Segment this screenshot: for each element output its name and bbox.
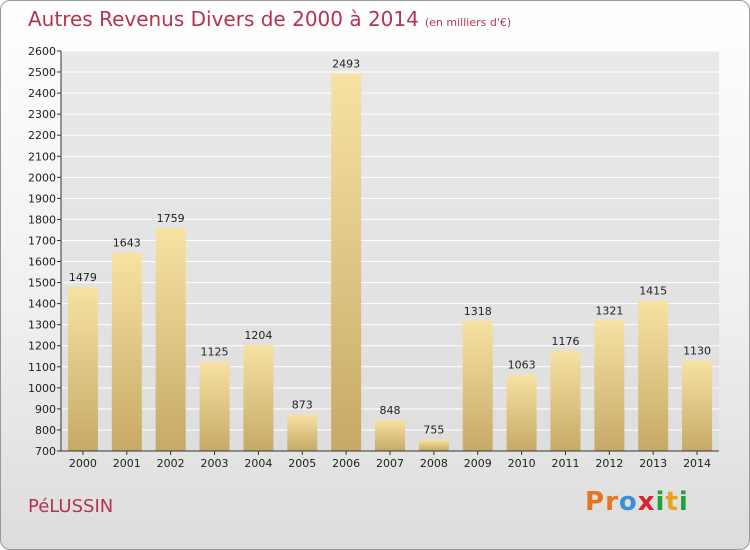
data-label: 1204 [244,329,272,342]
x-tick-label: 2014 [683,457,711,470]
data-label: 2493 [332,58,360,71]
y-tick-label: 1300 [28,319,56,332]
logo-letter: x [637,487,656,517]
x-tick-label: 2006 [332,457,360,470]
logo-letter: o [618,487,638,517]
bar [155,228,186,451]
bar [287,414,318,451]
y-tick-label: 1600 [28,256,56,269]
data-label: 1759 [157,212,185,225]
x-tick-label: 2013 [639,457,667,470]
y-tick-label: 1500 [28,277,56,290]
x-tick-label: 2005 [288,457,316,470]
bar [418,439,449,451]
logo-letter: t [665,487,679,517]
data-label: 1479 [69,271,97,284]
bar [199,361,230,451]
bar [331,73,362,452]
y-tick-label: 1800 [28,213,56,226]
commune-name: PéLUSSIN [28,496,114,517]
bar [638,300,669,451]
y-tick-label: 1000 [28,382,56,395]
x-tick-label: 2004 [244,457,272,470]
y-tick-label: 2100 [28,150,56,163]
data-label: 848 [380,404,401,417]
x-tick-label: 2000 [69,457,97,470]
logo-letter: i [678,487,689,517]
y-tick-label: 2000 [28,171,56,184]
data-label: 755 [423,423,444,436]
y-tick-label: 1900 [28,192,56,205]
x-tick-label: 2007 [376,457,404,470]
x-tick-label: 2009 [464,457,492,470]
y-tick-label: 900 [35,403,56,416]
bar [67,287,98,451]
y-tick-label: 2500 [28,66,56,79]
x-tick-label: 2003 [201,457,229,470]
data-label: 1415 [639,284,667,297]
y-tick-label: 700 [35,445,56,458]
bar [594,320,625,451]
y-tick-label: 1100 [28,361,56,374]
bar [111,252,142,451]
y-tick-label: 2400 [28,87,56,100]
bar [375,419,405,451]
y-tick-label: 2300 [28,108,56,121]
x-tick-label: 2012 [595,457,623,470]
y-tick-label: 2600 [28,45,56,58]
chart-title-main: Autres Revenus Divers de 2000 à 2014 [28,7,419,31]
logo-letter: r [605,487,619,517]
bar [550,350,581,451]
data-label: 873 [292,399,313,412]
bar [462,320,493,451]
data-label: 1063 [508,359,536,372]
data-label: 1321 [595,304,623,317]
data-label: 1130 [683,344,711,357]
bar [506,374,537,451]
x-tick-label: 2008 [420,457,448,470]
bar [682,360,713,451]
x-tick-label: 2002 [157,457,185,470]
x-tick-label: 2011 [551,457,579,470]
data-label: 1176 [551,335,579,348]
chart-title: Autres Revenus Divers de 2000 à 2014 (en … [28,7,511,31]
y-tick-label: 800 [35,424,56,437]
bar [243,344,274,451]
chart-subtitle: (en milliers d'€) [424,16,512,29]
x-tick-label: 2001 [113,457,141,470]
y-tick-label: 1200 [28,340,56,353]
data-label: 1643 [113,236,141,249]
x-tick-label: 2010 [508,457,536,470]
proxiti-logo: Proxiti [585,487,689,517]
y-tick-label: 2200 [28,129,56,142]
data-label: 1318 [464,305,492,318]
logo-letter: i [655,487,666,517]
logo-letter: P [585,487,606,517]
y-tick-label: 1400 [28,298,56,311]
data-label: 1125 [201,346,229,359]
y-tick-label: 1700 [28,234,56,247]
